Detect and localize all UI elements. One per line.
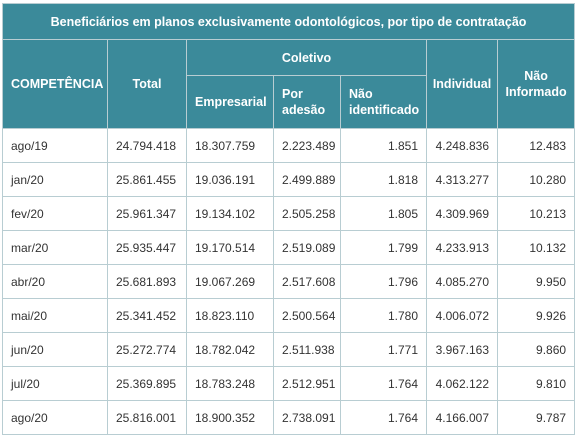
cell-total: 25.935.447 <box>107 230 187 265</box>
cell-competencia: abr/20 <box>2 264 108 299</box>
header-competencia: COMPETÊNCIA <box>2 39 108 129</box>
cell-nao-identificado: 1.799 <box>340 230 427 265</box>
cell-individual: 3.967.163 <box>426 332 498 367</box>
cell-individual: 4.248.836 <box>426 128 498 163</box>
cell-empresarial: 18.782.042 <box>186 332 274 367</box>
cell-total: 25.961.347 <box>107 196 187 231</box>
cell-competencia: fev/20 <box>2 196 108 231</box>
cell-total: 25.272.774 <box>107 332 187 367</box>
cell-nao-identificado: 1.780 <box>340 298 427 333</box>
cell-empresarial: 18.823.110 <box>186 298 274 333</box>
cell-empresarial: 19.134.102 <box>186 196 274 231</box>
header-nao-informado: Não Informado <box>496 39 576 129</box>
cell-nao-identificado: 1.851 <box>340 128 427 163</box>
header-individual: Individual <box>426 39 498 129</box>
cell-individual: 4.309.969 <box>426 196 498 231</box>
cell-individual: 4.006.072 <box>426 298 498 333</box>
header-coletivo: Coletivo <box>186 39 427 76</box>
cell-nao-identificado: 1.764 <box>340 366 427 401</box>
table-row: ago/20 25.816.001 18.900.352 2.738.091 1… <box>2 400 576 435</box>
table-row: jan/20 25.861.455 19.036.191 2.499.889 1… <box>2 162 576 197</box>
cell-por-adesao: 2.511.938 <box>273 332 341 367</box>
cell-nao-informado: 12.483 <box>496 128 576 163</box>
cell-nao-informado: 10.280 <box>496 162 576 197</box>
cell-competencia: jan/20 <box>2 162 108 197</box>
cell-nao-identificado: 1.771 <box>340 332 427 367</box>
table-title: Beneficiários em planos exclusivamente o… <box>1 3 576 40</box>
cell-por-adesao: 2.519.089 <box>273 230 341 265</box>
table-row: abr/20 25.681.893 19.067.269 2.517.608 1… <box>2 264 576 299</box>
beneficiaries-table: Beneficiários em planos exclusivamente o… <box>1 3 576 435</box>
table-row: mar/20 25.935.447 19.170.514 2.519.089 1… <box>2 230 576 265</box>
cell-competencia: mar/20 <box>2 230 108 265</box>
cell-nao-informado: 9.787 <box>496 400 576 435</box>
cell-por-adesao: 2.512.951 <box>273 366 341 401</box>
table-body: ago/19 24.794.418 18.307.759 2.223.489 1… <box>2 128 576 435</box>
cell-nao-informado: 10.132 <box>496 230 576 265</box>
cell-nao-identificado: 1.805 <box>340 196 427 231</box>
cell-individual: 4.166.007 <box>426 400 498 435</box>
cell-empresarial: 18.307.759 <box>186 128 274 163</box>
cell-competencia: ago/20 <box>2 400 108 435</box>
header-total: Total <box>107 39 187 129</box>
cell-competencia: jun/20 <box>2 332 108 367</box>
cell-nao-informado: 9.860 <box>496 332 576 367</box>
header-empresarial: Empresarial <box>186 75 274 129</box>
cell-empresarial: 18.900.352 <box>186 400 274 435</box>
cell-total: 25.861.455 <box>107 162 187 197</box>
cell-individual: 4.062.122 <box>426 366 498 401</box>
cell-competencia: ago/19 <box>2 128 108 163</box>
cell-nao-informado: 9.950 <box>496 264 576 299</box>
cell-individual: 4.233.913 <box>426 230 498 265</box>
cell-total: 25.341.452 <box>107 298 187 333</box>
cell-por-adesao: 2.500.564 <box>273 298 341 333</box>
cell-empresarial: 19.036.191 <box>186 162 274 197</box>
cell-individual: 4.085.270 <box>426 264 498 299</box>
header-por-adesao: Por adesão <box>273 75 341 129</box>
cell-total: 25.816.001 <box>107 400 187 435</box>
cell-empresarial: 19.170.514 <box>186 230 274 265</box>
cell-total: 25.681.893 <box>107 264 187 299</box>
cell-empresarial: 18.783.248 <box>186 366 274 401</box>
cell-total: 24.794.418 <box>107 128 187 163</box>
cell-empresarial: 19.067.269 <box>186 264 274 299</box>
cell-nao-informado: 9.926 <box>496 298 576 333</box>
cell-por-adesao: 2.499.889 <box>273 162 341 197</box>
cell-total: 25.369.895 <box>107 366 187 401</box>
cell-por-adesao: 2.738.091 <box>273 400 341 435</box>
table-row: jun/20 25.272.774 18.782.042 2.511.938 1… <box>2 332 576 367</box>
table-row: fev/20 25.961.347 19.134.102 2.505.258 1… <box>2 196 576 231</box>
table-row: jul/20 25.369.895 18.783.248 2.512.951 1… <box>2 366 576 401</box>
cell-competencia: jul/20 <box>2 366 108 401</box>
header-nao-identificado: Não identificado <box>340 75 427 129</box>
cell-nao-informado: 10.213 <box>496 196 576 231</box>
cell-por-adesao: 2.505.258 <box>273 196 341 231</box>
cell-nao-identificado: 1.818 <box>340 162 427 197</box>
cell-por-adesao: 2.517.608 <box>273 264 341 299</box>
cell-nao-identificado: 1.764 <box>340 400 427 435</box>
cell-nao-identificado: 1.796 <box>340 264 427 299</box>
cell-por-adesao: 2.223.489 <box>273 128 341 163</box>
cell-nao-informado: 9.810 <box>496 366 576 401</box>
cell-individual: 4.313.277 <box>426 162 498 197</box>
table-row: ago/19 24.794.418 18.307.759 2.223.489 1… <box>2 128 576 163</box>
table-row: mai/20 25.341.452 18.823.110 2.500.564 1… <box>2 298 576 333</box>
cell-competencia: mai/20 <box>2 298 108 333</box>
